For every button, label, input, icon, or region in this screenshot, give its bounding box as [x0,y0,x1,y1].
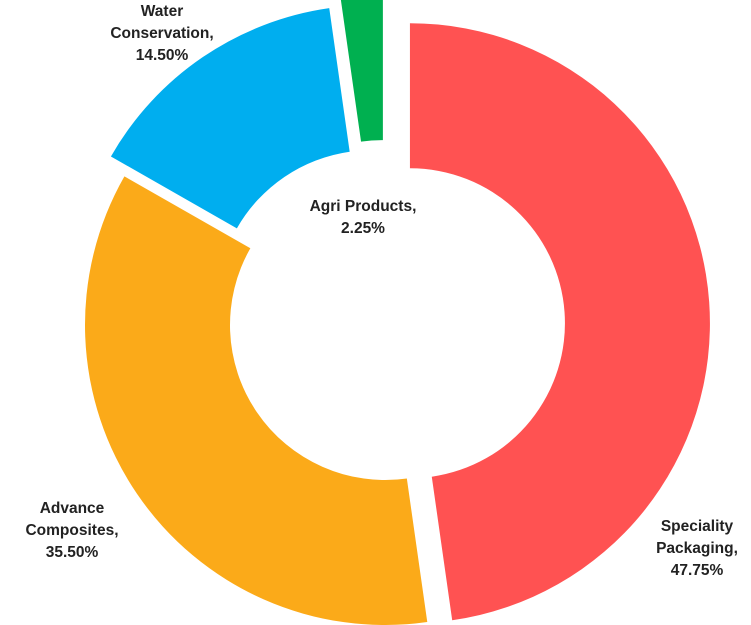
chart-labels: Speciality Packaging, 47.75% Advance Composi… [25,3,737,579]
slice-label-speciality-packaging: Speciality Packaging, 47.75% [656,518,738,579]
slice-label-agri-products: Agri Products, 2.25% [310,198,417,237]
slice-water-conservation [110,8,350,229]
slice-speciality-packaging [409,23,710,621]
slice-label-water-conservation: Water Conservation, 14.50% [110,3,213,64]
slice-label-advance-composites: Advance Composites, 35.50% [25,500,118,561]
slice-advance-composites [85,176,428,625]
slice-agri-products [340,0,383,142]
chart-slices [85,0,710,625]
